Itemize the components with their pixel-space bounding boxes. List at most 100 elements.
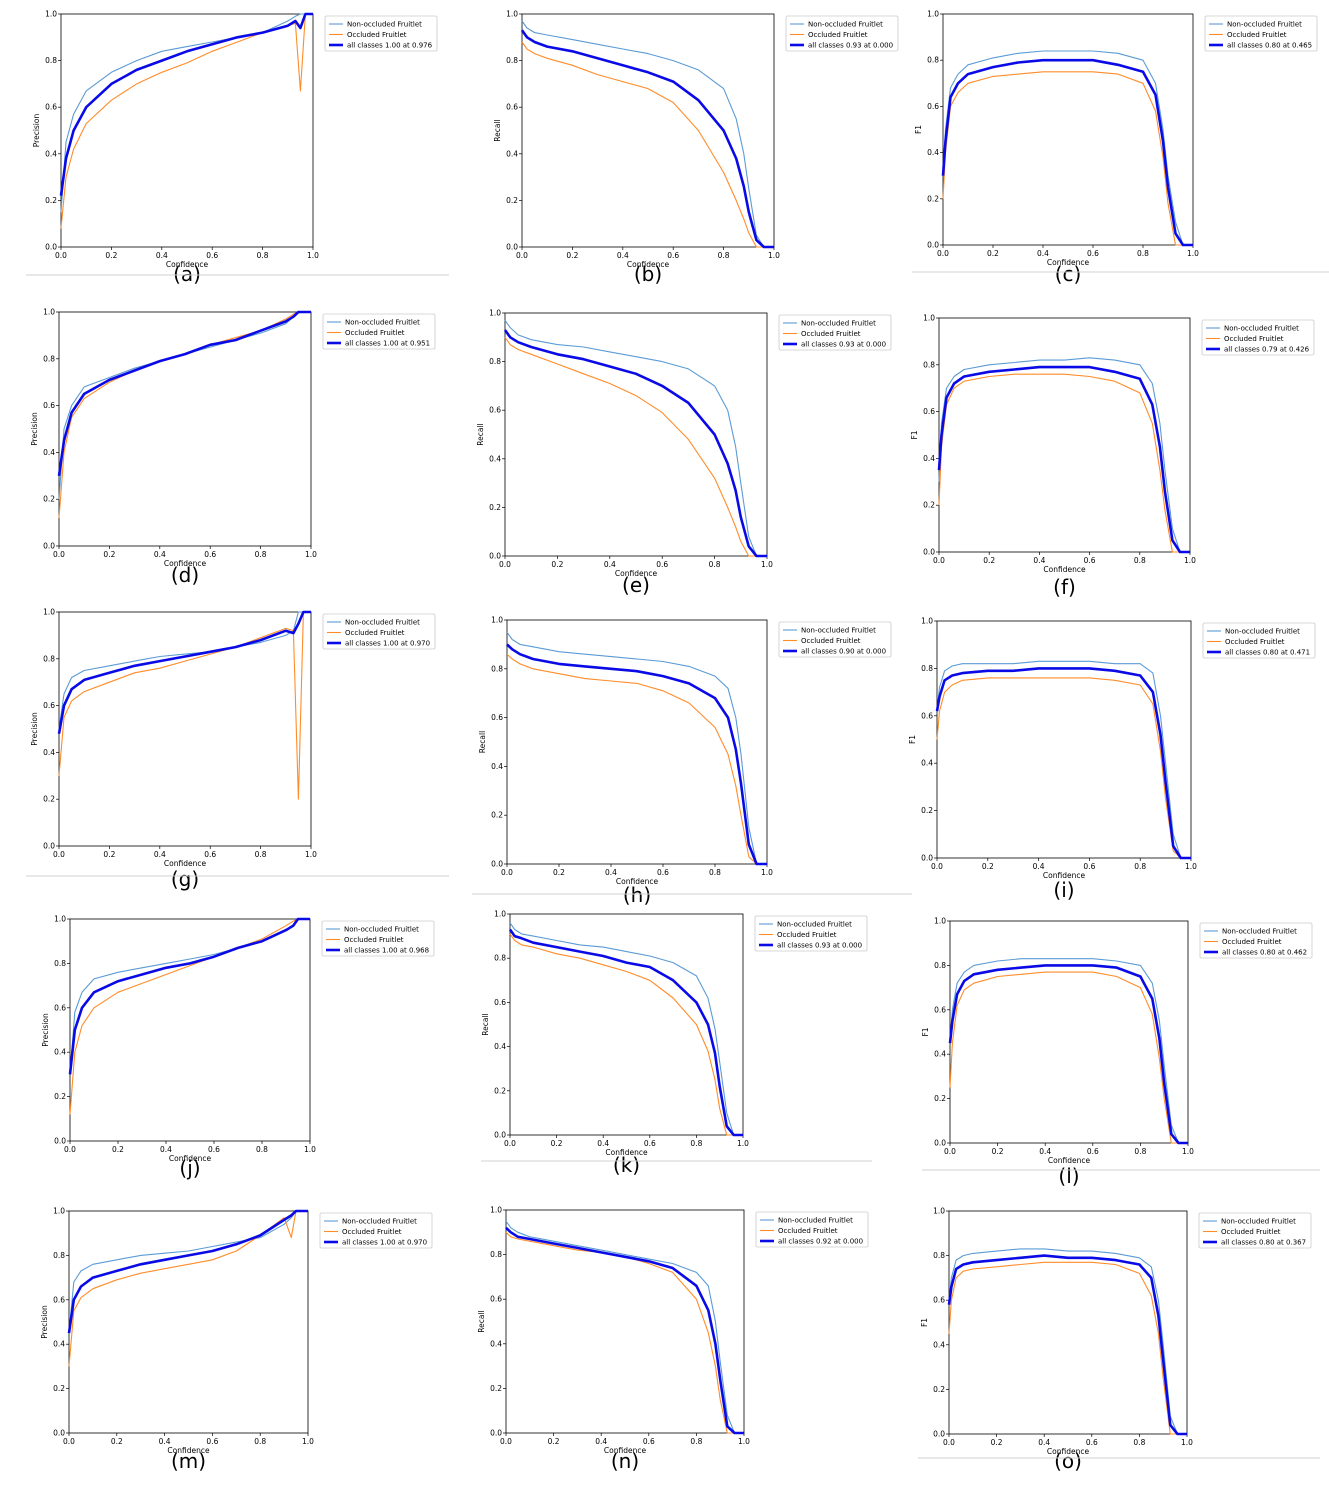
y-tick-label: 0.6: [53, 1295, 65, 1304]
x-tick-label: 0.4: [597, 1139, 609, 1148]
legend: Non-occluded Fruitlet Occluded Fruitlet al…: [321, 920, 435, 957]
x-tick-label: 0.4: [1037, 249, 1049, 258]
legend-box: [778, 314, 892, 351]
x-tick-label: 1.0: [1187, 249, 1199, 258]
x-tick-label: 0.2: [103, 550, 115, 559]
panel-caption: (j): [179, 1156, 200, 1180]
x-tick-label: 0.8: [256, 1145, 268, 1154]
x-axis-label: Confidence: [1047, 1447, 1090, 1456]
x-tick-label: 0.8: [255, 850, 267, 859]
x-tick-label: 0.0: [64, 1145, 76, 1154]
y-tick-label: 1.0: [45, 10, 57, 19]
x-tick-label: 0.2: [553, 868, 565, 877]
y-axis-label: Precision: [30, 712, 39, 746]
series-line-non-occluded: [942, 50, 1193, 246]
x-tick-label: 0.8: [709, 560, 721, 569]
y-tick-label: 1.0: [491, 616, 503, 625]
panel-caption: (a): [173, 262, 201, 286]
y-tick-label: 1.0: [43, 308, 55, 317]
y-tick-label: 0.2: [43, 495, 55, 504]
x-tick-label: 0.4: [1033, 556, 1045, 565]
x-tick-label: 0.2: [548, 1437, 560, 1446]
legend-label: Occluded Fruitlet: [801, 330, 861, 338]
chart-panel-o: 0.0 0.2 0.4 0.6 0.8 1.0 0.0 0.2 0.4 0.6 0.8 1.0 Conf…: [918, 1207, 1320, 1473]
y-axis-label: Recall: [481, 1013, 490, 1035]
legend-box: [1202, 622, 1316, 659]
legend-label: all classes 1.00 at 0.970: [345, 640, 430, 648]
y-axis-label: F1: [908, 735, 917, 744]
legend-label: all classes 1.00 at 0.976: [347, 42, 433, 50]
y-tick-label: 0.6: [923, 407, 935, 416]
y-tick-label: 0.6: [494, 998, 506, 1007]
x-tick-label: 0.4: [604, 560, 616, 569]
panel-caption: (o): [1054, 1449, 1082, 1473]
legend-box: [321, 920, 435, 957]
panel-caption: (h): [623, 883, 651, 907]
series-line-all-classes: [57, 610, 311, 734]
x-tick-label: 0.2: [566, 251, 578, 260]
axes-frame: [505, 1209, 745, 1434]
x-tick-label: 0.2: [982, 862, 994, 871]
legend-label: Occluded Fruitlet: [1222, 938, 1282, 946]
y-tick-label: 0.2: [490, 1384, 502, 1393]
x-tick-label: 0.8: [718, 251, 730, 260]
series-line-occluded: [68, 1210, 308, 1367]
legend: Non-occluded Fruitlet Occluded Fruitlet al…: [1201, 319, 1315, 356]
x-tick-label: 0.0: [943, 1438, 955, 1447]
series-line-non-occluded: [521, 20, 774, 248]
x-tick-label: 0.0: [499, 560, 511, 569]
y-axis-label: Precision: [41, 1013, 50, 1047]
y-tick-label: 0.8: [491, 664, 503, 673]
y-tick-label: 0.6: [934, 1005, 946, 1014]
x-tick-label: 0.0: [504, 1139, 516, 1148]
x-tick-label: 0.0: [500, 1437, 512, 1446]
legend: Non-occluded Fruitlet Occluded Fruitlet al…: [754, 915, 868, 952]
x-tick-label: 0.8: [254, 1437, 266, 1446]
x-tick-label: 0.6: [204, 550, 216, 559]
axes-frame: [504, 312, 768, 557]
legend-label: Occluded Fruitlet: [801, 637, 861, 645]
x-tick-label: 0.2: [112, 1145, 124, 1154]
x-axis-label: Confidence: [604, 1446, 647, 1455]
x-tick-label: 0.8: [1134, 1147, 1146, 1156]
y-tick-label: 0.6: [43, 401, 55, 410]
chart-panel-b: 0.0 0.2 0.4 0.6 0.8 1.0 0.0 0.2 0.4 0.6 0.8 1.0 Conf…: [493, 10, 899, 286]
legend-label: Non-occluded Fruitlet: [1225, 628, 1300, 636]
panel-caption: (b): [634, 262, 662, 286]
x-tick-label: 0.8: [1134, 862, 1146, 871]
y-tick-label: 1.0: [494, 910, 506, 919]
legend-box: [785, 15, 899, 52]
y-tick-label: 0.0: [494, 1131, 506, 1140]
x-axis-label: Confidence: [616, 877, 659, 886]
x-axis-label: Confidence: [166, 260, 209, 269]
x-tick-label: 0.0: [933, 556, 945, 565]
x-axis-label: Confidence: [615, 569, 658, 578]
y-tick-label: 0.6: [933, 1296, 945, 1305]
axes-frame: [506, 619, 768, 865]
axes-frame: [949, 920, 1189, 1144]
y-tick-label: 0.6: [45, 103, 57, 112]
y-tick-label: 0.8: [490, 1250, 502, 1259]
y-tick-label: 0.4: [506, 149, 518, 158]
y-tick-label: 0.6: [490, 1295, 502, 1304]
panel-caption: (m): [171, 1449, 206, 1473]
series-line-non-occluded: [948, 1248, 1187, 1435]
y-tick-label: 0.8: [45, 56, 57, 65]
x-axis-label: Confidence: [169, 1154, 212, 1163]
y-axis-label: F1: [914, 125, 923, 134]
legend-label: Non-occluded Fruitlet: [345, 319, 420, 327]
x-tick-label: 1.0: [768, 251, 780, 260]
x-tick-label: 0.8: [257, 251, 269, 260]
x-tick-label: 1.0: [1184, 556, 1196, 565]
legend-label: all classes 0.79 at 0.426: [1224, 346, 1310, 354]
y-tick-label: 0.2: [923, 501, 935, 510]
series-line-all-classes: [505, 1226, 744, 1435]
x-tick-label: 1.0: [738, 1437, 750, 1446]
y-tick-label: 0.4: [489, 454, 501, 463]
y-tick-label: 0.0: [934, 1139, 946, 1148]
x-tick-label: 0.6: [206, 251, 218, 260]
x-tick-label: 0.4: [156, 251, 168, 260]
legend-label: Non-occluded Fruitlet: [347, 21, 422, 29]
axes-frame: [936, 620, 1192, 859]
chart-panel-e: 0.0 0.2 0.4 0.6 0.8 1.0 0.0 0.2 0.4 0.6 0.8 1.0 Conf…: [476, 309, 892, 597]
